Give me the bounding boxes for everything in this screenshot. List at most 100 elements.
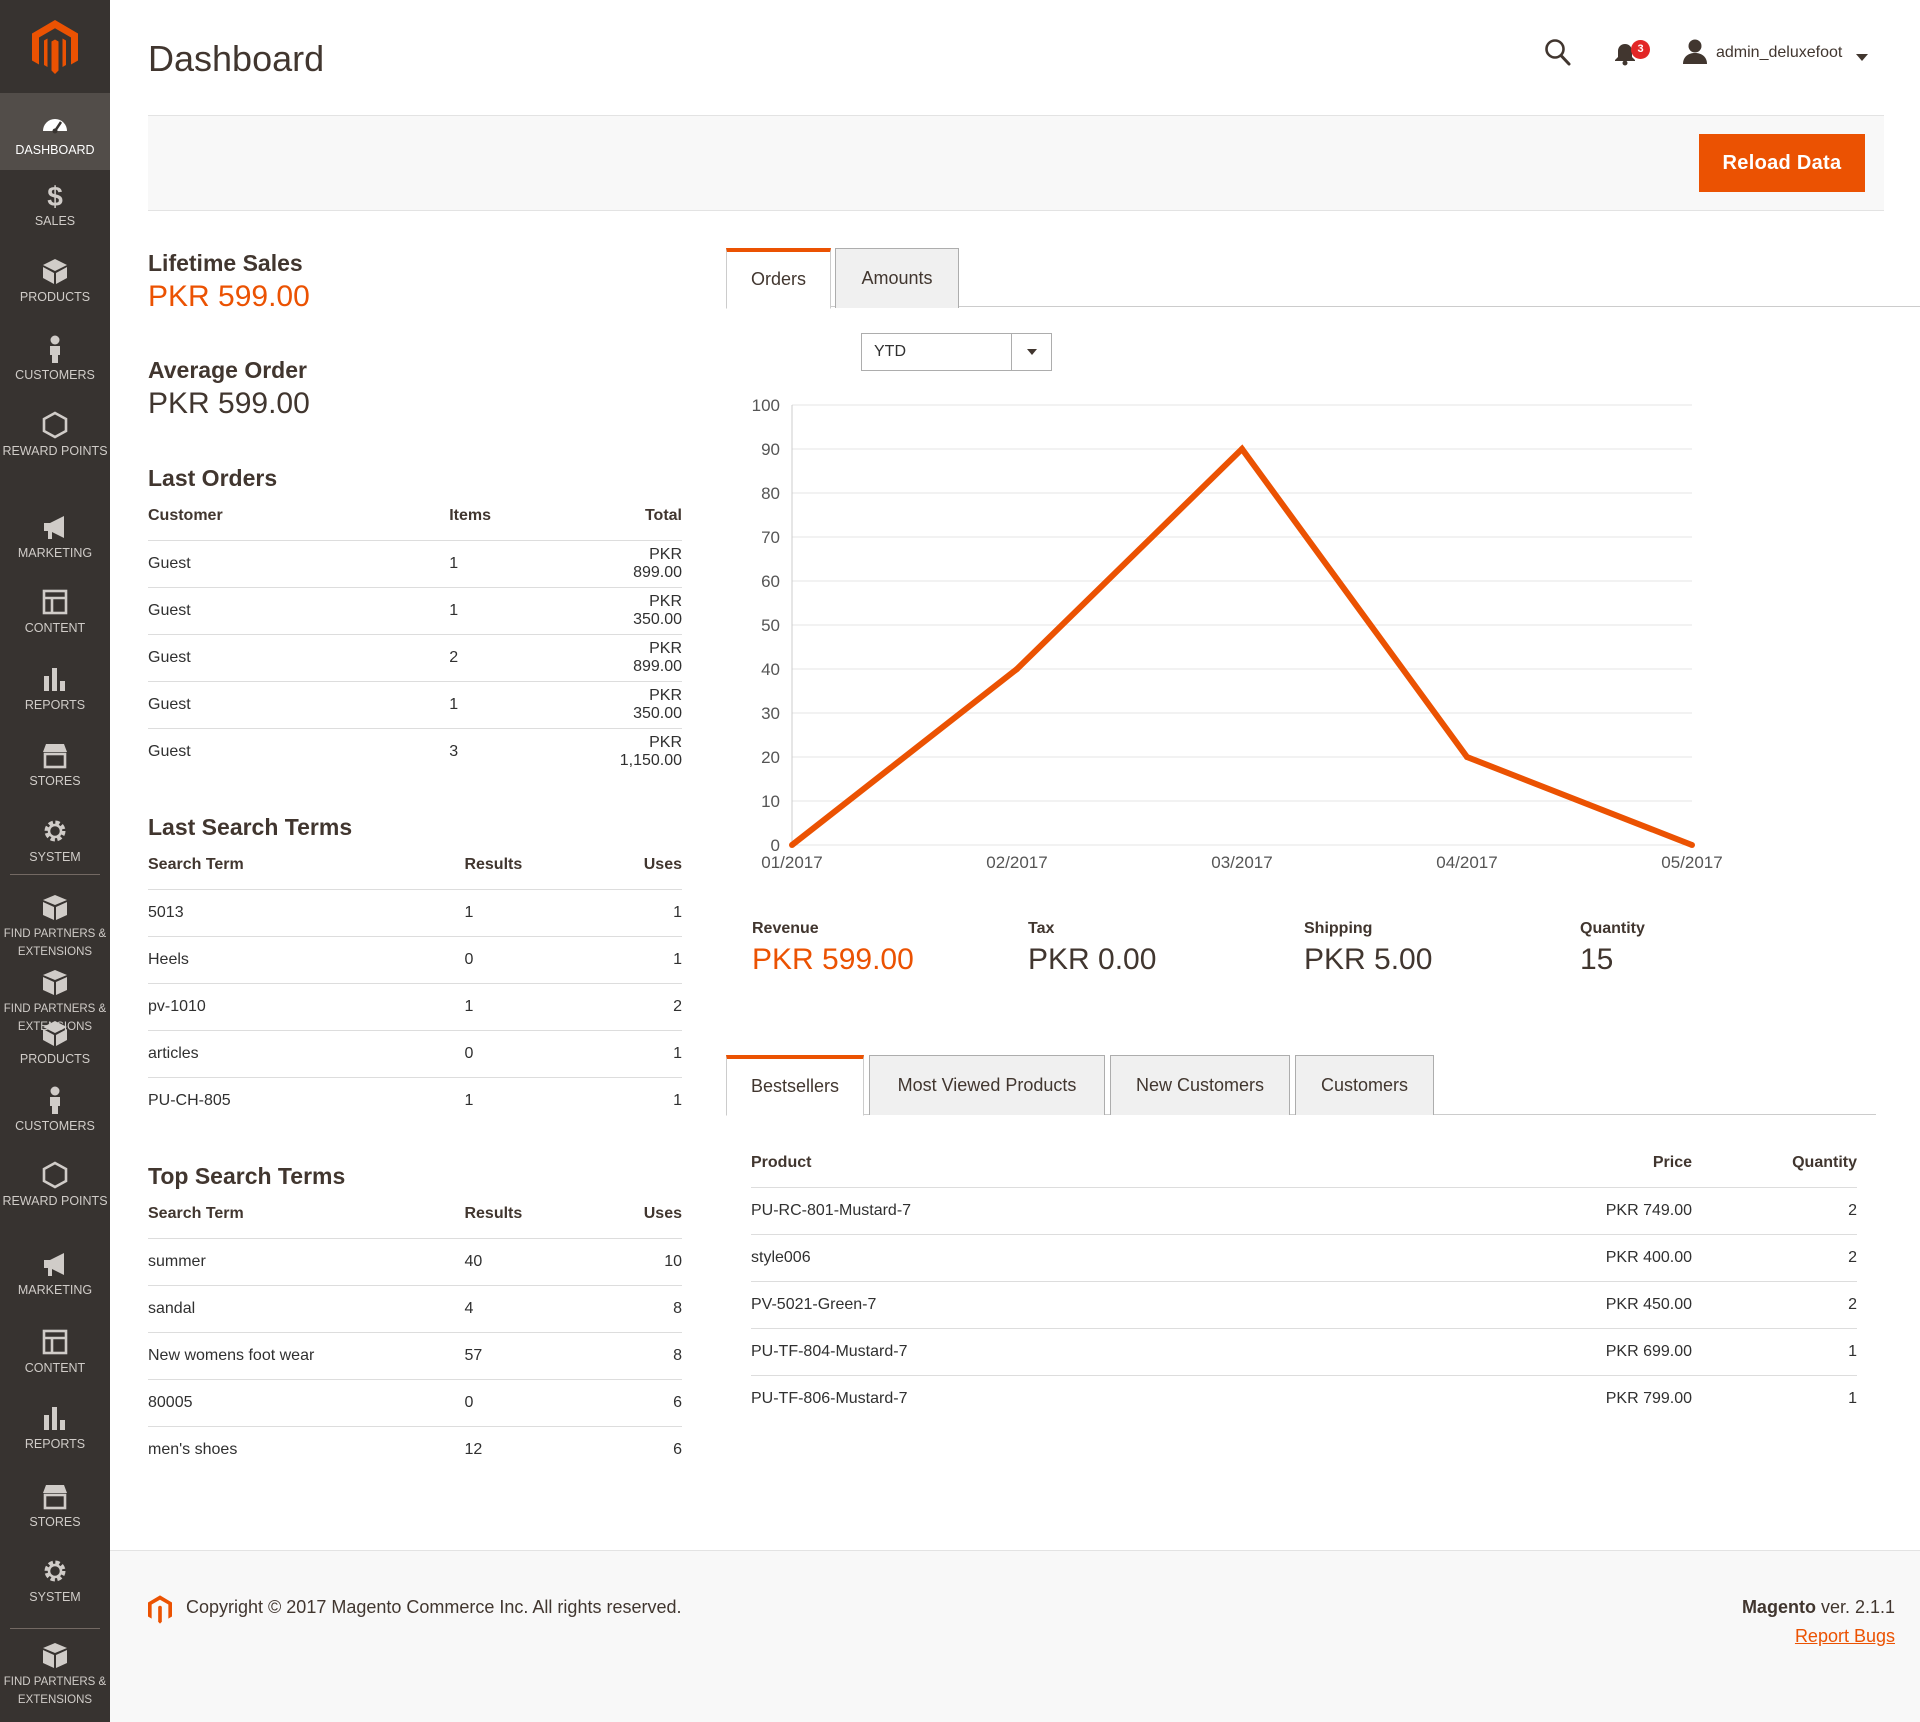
- magento-footer-logo-icon: [148, 1595, 172, 1624]
- sidebar-item-customers[interactable]: Customers: [0, 334, 110, 384]
- table-cell: 10: [643, 1238, 682, 1286]
- table-cell: 2: [449, 634, 620, 682]
- table-row[interactable]: PV-5021-Green-7 PKR 450.00 2: [751, 1281, 1857, 1329]
- tab-customers[interactable]: Customers: [1295, 1055, 1434, 1115]
- column-header[interactable]: Search Term: [148, 842, 465, 890]
- sidebar-item-reward-points[interactable]: Reward Points: [0, 1160, 110, 1210]
- column-header[interactable]: Search Term: [148, 1191, 465, 1239]
- tab-most-viewed-products[interactable]: Most Viewed Products: [869, 1055, 1105, 1115]
- table-cell: PU-RC-801-Mustard-7: [751, 1187, 1363, 1235]
- table-row[interactable]: PU-RC-801-Mustard-7 PKR 749.00 2: [751, 1187, 1857, 1235]
- table-row[interactable]: style006 PKR 400.00 2: [751, 1234, 1857, 1282]
- table-row[interactable]: men's shoes 12 6: [148, 1426, 682, 1473]
- table-cell: PV-5021-Green-7: [751, 1281, 1363, 1329]
- sidebar-item-find-partners-extensions[interactable]: Find Partners & Extensions: [0, 892, 110, 961]
- table-row[interactable]: New womens foot wear 57 8: [148, 1332, 682, 1380]
- column-header[interactable]: Items: [449, 493, 620, 541]
- search-button[interactable]: [1544, 38, 1572, 73]
- table-cell: 4: [464, 1285, 644, 1333]
- shipping-value: PKR 5.00: [1304, 943, 1433, 976]
- table-row[interactable]: 80005 0 6: [148, 1379, 682, 1427]
- table-cell: PKR 350.00: [619, 587, 682, 635]
- magento-logo[interactable]: [0, 0, 110, 93]
- sidebar-item-marketing[interactable]: Marketing: [0, 1249, 110, 1299]
- y-tick-label: 30: [761, 704, 780, 723]
- x-tick-label: 02/2017: [986, 853, 1047, 872]
- user-menu-dropdown[interactable]: [1856, 49, 1868, 67]
- table-cell: PKR 749.00: [1362, 1187, 1692, 1235]
- column-header[interactable]: Uses: [643, 1191, 682, 1239]
- lifetime-sales-value: PKR 599.00: [148, 280, 310, 313]
- column-header[interactable]: Total: [619, 493, 682, 541]
- column-header[interactable]: Results: [464, 1191, 644, 1239]
- report-bugs-link[interactable]: Report Bugs: [1794, 1626, 1895, 1646]
- table-row[interactable]: Guest 2 PKR 899.00: [148, 634, 682, 682]
- table-cell: PU-TF-804-Mustard-7: [751, 1328, 1363, 1376]
- sidebar-item-reward-points[interactable]: Reward Points: [0, 410, 110, 460]
- sidebar-item-system[interactable]: System: [0, 816, 110, 866]
- sidebar-separator: [10, 1628, 100, 1629]
- sidebar-item-stores[interactable]: Stores: [0, 740, 110, 790]
- table-row[interactable]: articles 0 1: [148, 1030, 682, 1078]
- column-header[interactable]: Results: [464, 842, 644, 890]
- table-header-row: Search Term Results Uses: [148, 842, 682, 890]
- sidebar-item-label: Reports: [24, 1437, 86, 1451]
- table-row[interactable]: PU-CH-805 1 1: [148, 1077, 682, 1124]
- notifications-button[interactable]: [1613, 42, 1637, 71]
- table-cell: 1: [464, 983, 644, 1031]
- column-header[interactable]: Quantity: [1692, 1140, 1857, 1188]
- user-name[interactable]: admin_deluxefoot: [1716, 44, 1843, 61]
- sidebar-item-products[interactable]: Products: [0, 1018, 110, 1068]
- sidebar-item-stores[interactable]: Stores: [0, 1481, 110, 1531]
- sidebar-item-label: Sales: [34, 214, 76, 228]
- data-point: [1239, 446, 1245, 452]
- table-cell: 0: [464, 1030, 644, 1078]
- sidebar-item-label: Customers: [15, 368, 95, 382]
- table-row[interactable]: PU-TF-804-Mustard-7 PKR 699.00 1: [751, 1328, 1857, 1376]
- table-row[interactable]: Guest 1 PKR 350.00: [148, 587, 682, 635]
- notifications-count-badge[interactable]: 3: [1631, 40, 1650, 59]
- table-row[interactable]: PU-TF-806-Mustard-7 PKR 799.00 1: [751, 1375, 1857, 1422]
- table-row[interactable]: summer 40 10: [148, 1238, 682, 1286]
- period-select[interactable]: YTD: [861, 333, 1052, 371]
- reload-data-button[interactable]: Reload Data: [1699, 134, 1865, 192]
- sidebar-item-label: Products: [19, 1052, 91, 1066]
- table-row[interactable]: Guest 3 PKR 1,150.00: [148, 728, 682, 775]
- column-header[interactable]: Product: [751, 1140, 1363, 1188]
- table-row[interactable]: Guest 1 PKR 350.00: [148, 681, 682, 729]
- table-cell: PKR 450.00: [1362, 1281, 1692, 1329]
- top-search-terms-table: Search Term Results Uses summer 40 10 sandal 4 8…: [148, 1191, 682, 1473]
- table-row[interactable]: pv-1010 1 2: [148, 983, 682, 1031]
- sidebar-item-customers[interactable]: Customers: [0, 1085, 110, 1135]
- column-header[interactable]: Customer: [148, 493, 450, 541]
- sidebar-item-system[interactable]: System: [0, 1556, 110, 1606]
- sidebar-item-sales[interactable]: $ Sales: [0, 180, 110, 230]
- sidebar-item-reports[interactable]: Reports: [0, 664, 110, 714]
- sidebar-item-reports[interactable]: Reports: [0, 1403, 110, 1453]
- sidebar-item-find-partners-extensions[interactable]: Find Partners & Extensions: [0, 1640, 110, 1709]
- table-cell: 1: [1848, 1389, 1857, 1407]
- table-row[interactable]: Heels 0 1: [148, 936, 682, 984]
- column-header[interactable]: Price: [1362, 1140, 1692, 1188]
- tab-new-customers[interactable]: New Customers: [1110, 1055, 1290, 1115]
- table-row[interactable]: 5013 1 1: [148, 889, 682, 937]
- user-menu[interactable]: [1682, 38, 1708, 71]
- y-tick-label: 100: [752, 396, 780, 415]
- table-header-row: Customer Items Total: [148, 493, 682, 541]
- tab-orders[interactable]: Orders: [726, 248, 831, 309]
- table-row[interactable]: sandal 4 8: [148, 1285, 682, 1333]
- sidebar-item-dashboard[interactable]: Dashboard: [0, 93, 110, 170]
- sidebar-item-content[interactable]: Content: [0, 1327, 110, 1377]
- table-cell: 1: [449, 587, 620, 635]
- tab-amounts[interactable]: Amounts: [835, 248, 959, 308]
- chart-tabs: Orders Amounts: [726, 248, 1920, 309]
- table-row[interactable]: Guest 1 PKR 899.00: [148, 540, 682, 588]
- column-header[interactable]: Uses: [643, 842, 682, 890]
- tab-bestsellers[interactable]: Bestsellers: [726, 1055, 864, 1116]
- sidebar-item-products[interactable]: Products: [0, 256, 110, 306]
- sidebar-item-label: System: [29, 850, 81, 864]
- average-order-label: Average Order: [148, 357, 307, 383]
- sidebar-item-marketing[interactable]: Marketing: [0, 512, 110, 562]
- sidebar-item-content[interactable]: Content: [0, 587, 110, 637]
- sidebar-item-label: Stores: [29, 1515, 81, 1529]
